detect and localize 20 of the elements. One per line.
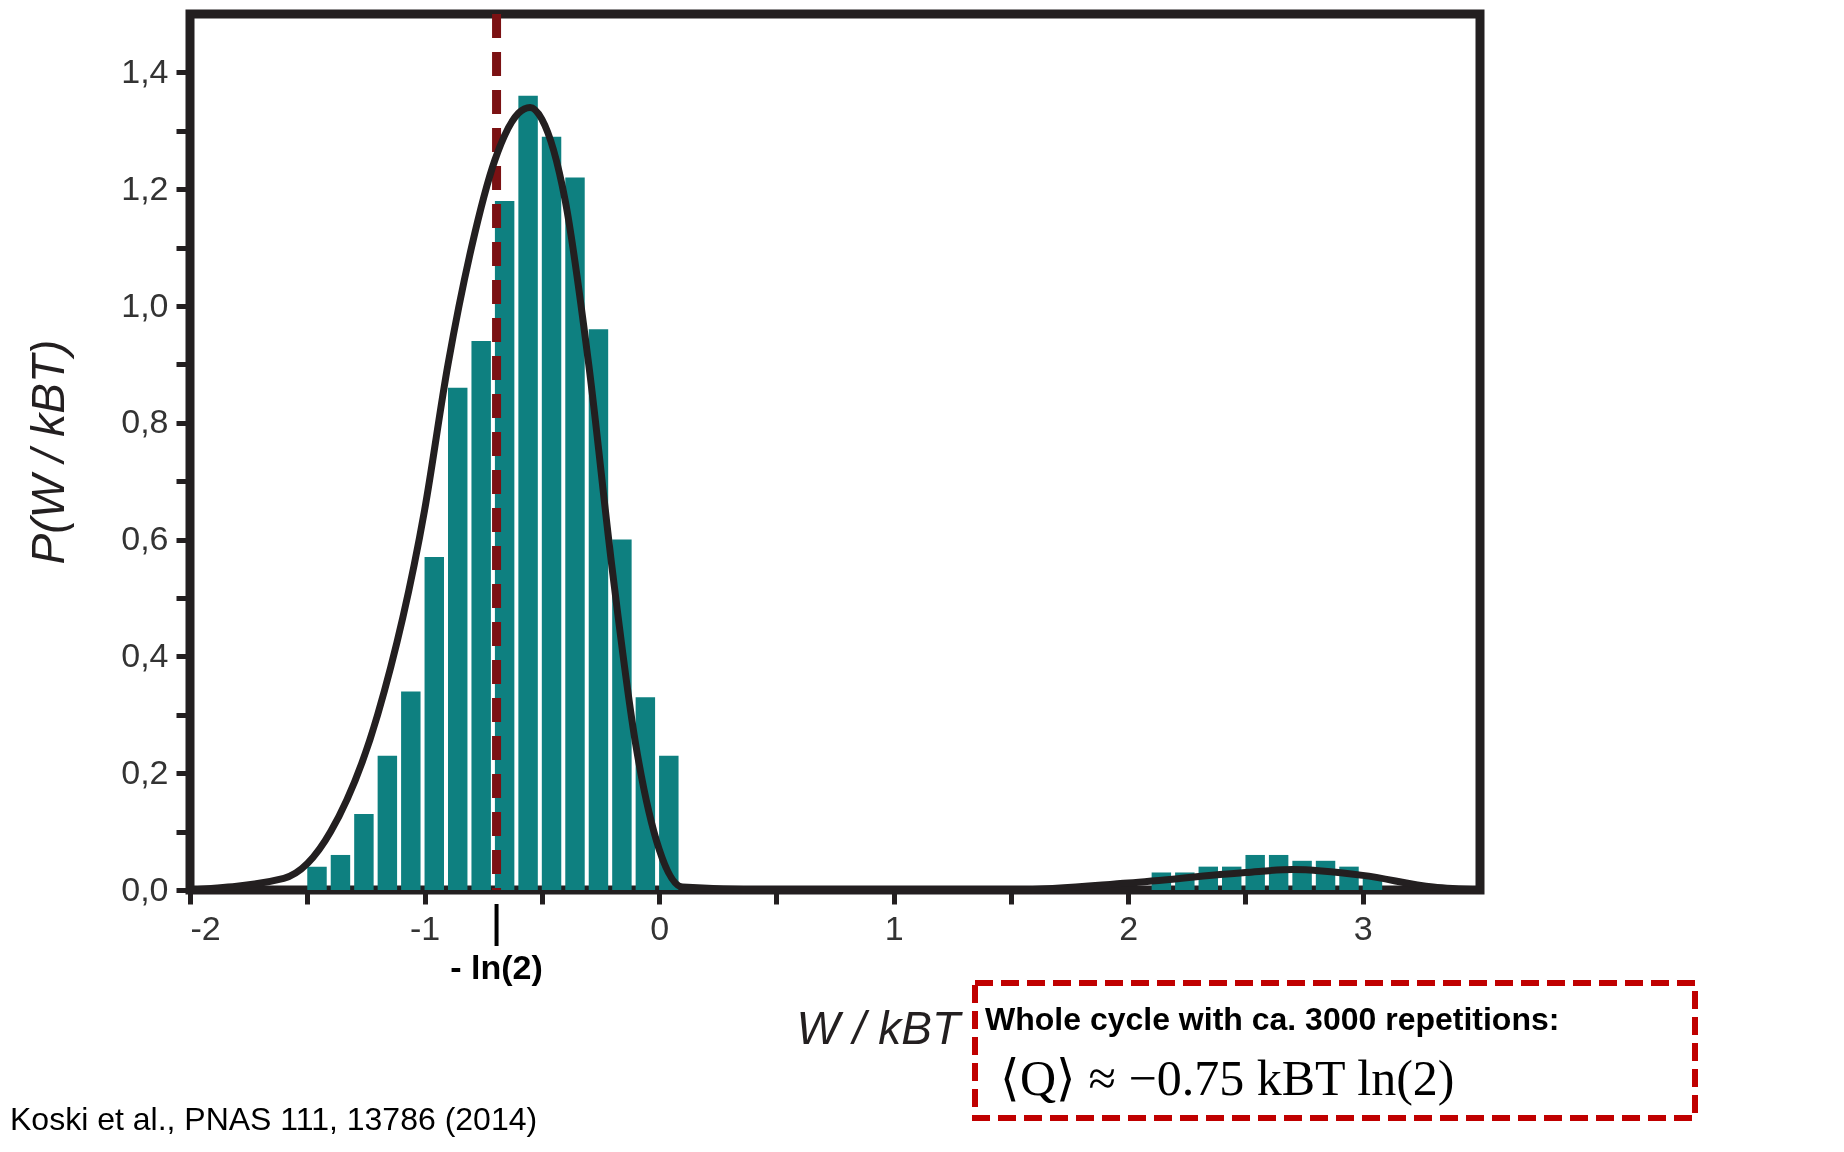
- y-tick-label: 0,0: [121, 869, 169, 908]
- y-axis-title: P(W / kBT): [22, 339, 74, 565]
- y-tick-label: 0,2: [121, 752, 169, 791]
- x-tick-label: 3: [1353, 908, 1373, 947]
- x-tick-label: 0: [650, 908, 670, 947]
- x-tick-label: -2: [190, 908, 221, 947]
- x-axis-title: W / kBT: [796, 1002, 963, 1054]
- y-tick-label: 0,8: [121, 402, 169, 441]
- y-tick-label: 0,6: [121, 519, 169, 558]
- text: ⟨Q⟩ ≈ −0.75 kBT ln(2): [1000, 1050, 1455, 1106]
- x-tick-label: 1: [884, 908, 904, 947]
- x-tick-label: -1: [409, 908, 441, 947]
- x-tick-label: 2: [1119, 908, 1139, 947]
- text: Koski et al., PNAS 111, 13786 (2014): [10, 1101, 538, 1137]
- y-tick-label: 1,4: [121, 51, 169, 90]
- text: Whole cycle with ca. 3000 repetitions:: [985, 1001, 1560, 1037]
- y-tick-label: 1,0: [121, 285, 169, 324]
- y-tick-label: 1,2: [121, 168, 169, 207]
- ref-line-label: - ln(2): [450, 948, 543, 986]
- y-tick-label: 0,4: [121, 635, 169, 674]
